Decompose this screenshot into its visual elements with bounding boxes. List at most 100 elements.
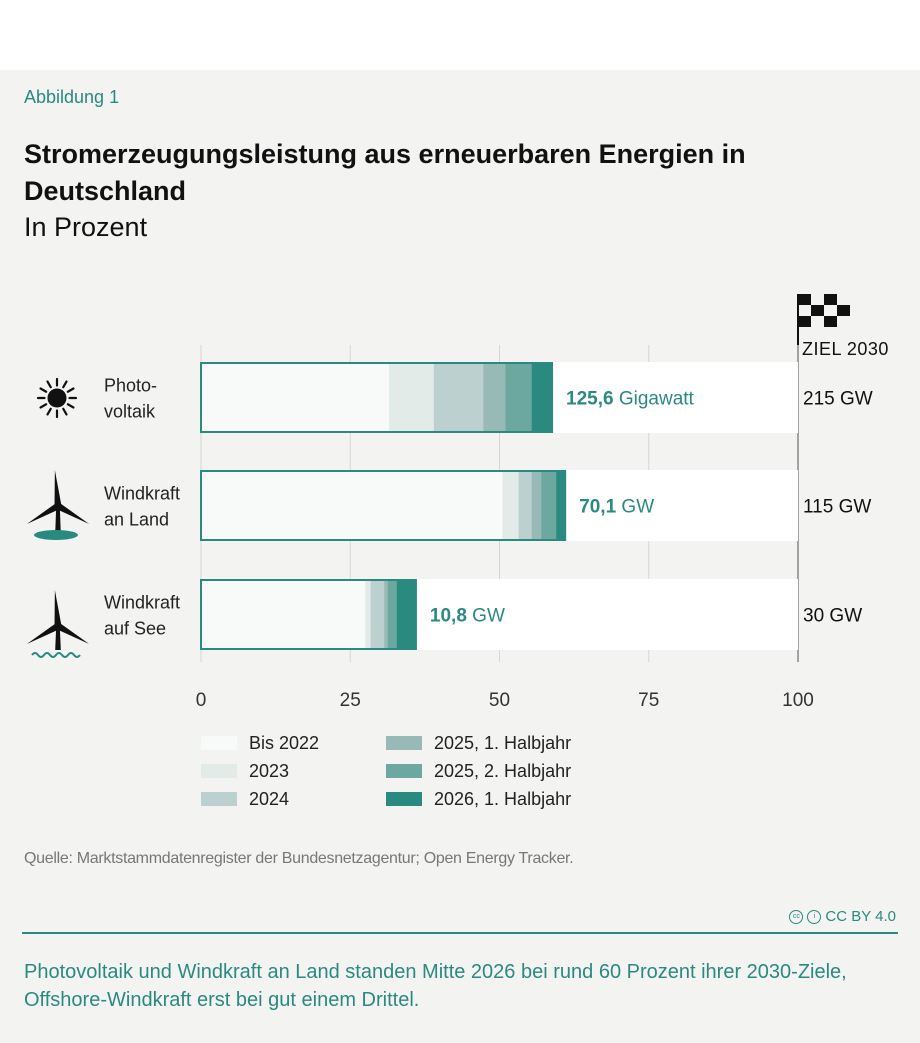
figure-label: Abbildung 1 [24,87,120,107]
goal-label: 215 GW [803,389,873,410]
legend-item-2025-h1: 2025, 1. Halbjahr [386,731,571,755]
source-note: Quelle: Marktstammdatenregister der Bund… [24,850,574,867]
legend-swatch-2023 [201,764,237,778]
license-text: CC BY 4.0 [825,908,896,925]
value-unit: GW [467,606,505,627]
bar-segment [370,579,385,650]
license-badge[interactable]: cc i CC BY 4.0 [789,908,896,925]
flag-square [824,316,837,327]
legend-swatch-2025-h2 [386,764,422,778]
legend-label: 2025, 2. Halbjahr [434,760,572,781]
legend-swatch-2026-h1 [386,792,422,806]
flag-square [798,316,811,327]
goal-header: ZIEL 2030 [802,339,889,359]
bar-outline [200,362,554,433]
bar-segment [556,470,566,541]
bar-segment [531,470,542,541]
category-label-line1: Photo- [104,376,157,396]
legend-item-2025-h2: 2025, 2. Halbjahr [386,759,571,783]
sun-ray [62,407,68,416]
turbine-tower [55,506,61,534]
value-label: 70,1 GW [579,497,654,518]
turbine-hub [54,502,62,510]
sun-ray [66,387,75,393]
x-tick-label: 100 [782,690,814,711]
category-label-line2: an Land [104,510,169,530]
figure-caption: Photovoltaik und Windkraft an Land stand… [24,961,847,1011]
sun-ray [39,387,48,393]
value-unit: GW [616,497,654,518]
value-unit: Gigawatt [614,389,695,410]
bar-segment [541,470,557,541]
bar-segment [505,362,533,433]
goal-label: 115 GW [803,497,871,518]
legend-label: 2026, 1. Halbjahr [434,788,572,809]
turbine-hub [54,622,62,630]
category-label-line1: Windkraft [104,484,180,504]
legend-item-bis-2022: Bis 2022 [201,731,319,755]
sun-ray [39,403,48,409]
bar-segment [396,579,417,650]
chart-title: Stromerzeugungsleistung aus erneuerbaren… [24,139,746,206]
legend-swatch-2025-h1 [386,736,422,750]
divider-line [22,932,898,934]
legend-swatch-bis-2022 [201,736,237,750]
category-label-line1: Windkraft [104,593,180,613]
legend-item-2024: 2024 [201,787,289,811]
bar-segment [483,362,506,433]
bar-segment [531,362,553,433]
turbine-blade [26,502,60,524]
flag-square [837,305,850,316]
bar-outline [200,470,567,541]
legend-item-2023: 2023 [201,759,289,783]
flag-square [811,305,824,316]
category-label-line2: voltaik [104,402,156,422]
legend-item-2026-h1: 2026, 1. Halbjahr [386,787,571,811]
turbine-blade [56,622,90,644]
goal-flag-icon [797,294,850,345]
turbine-blade [54,470,62,507]
bar-segment [518,470,533,541]
sun-ray [62,380,68,389]
turbine-blade [26,622,60,644]
flag-square [798,294,811,305]
x-tick-label: 75 [638,690,659,711]
turbine-tower [55,626,61,650]
sun-ray [46,407,52,416]
bar-segment [201,579,366,650]
bar-segment [201,362,390,433]
sun-icon [36,377,78,419]
sun-core [47,388,67,408]
wind-turbine-sea-icon [26,590,90,658]
bar-segment [433,362,484,433]
goal-label: 30 GW [803,606,862,627]
bar-segment [365,579,371,650]
chart-subtitle: In Prozent [24,212,148,242]
value-number: 70,1 [579,497,616,518]
bar-segment [384,579,389,650]
legend-label: 2024 [249,788,290,809]
by-icon: i [807,909,822,924]
legend-label: 2025, 1. Halbjahr [434,732,572,753]
category-label-line2: auf See [104,619,166,639]
turbine-blade [56,502,90,524]
bar-segment [389,362,435,433]
value-number: 125,6 [566,389,614,410]
turbine-blade [54,590,62,627]
ground-mark [34,530,78,540]
sun-ray [66,403,75,409]
cc-icon: cc [789,909,804,924]
wave-mark [31,652,81,658]
value-number: 10,8 [430,606,467,627]
stacked-bar-chart: 0 25 50 75 100 125,6 Gigawatt 215 GW Photo-volt… [26,294,889,711]
sun-ray [46,380,52,389]
x-tick-label: 25 [340,690,361,711]
x-tick-label: 0 [196,690,207,711]
bar-outline [200,579,417,650]
bar-segment [502,470,519,541]
legend-label: 2023 [249,760,290,781]
figure-panel [0,70,920,1043]
value-label: 125,6 Gigawatt [566,389,695,410]
value-label: 10,8 GW [430,606,505,627]
